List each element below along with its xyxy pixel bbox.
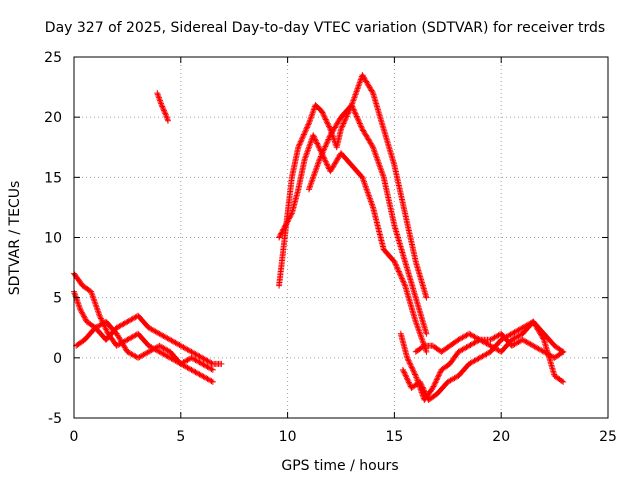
data-point-markers <box>154 90 171 124</box>
data-point-markers <box>276 132 430 355</box>
chart-title: Day 327 of 2025, Sidereal Day-to-day VTE… <box>45 20 605 36</box>
y-tick-label: 25 <box>44 50 62 66</box>
series-trace-g <box>306 72 430 301</box>
x-axis-label: GPS time / hours <box>281 458 398 474</box>
y-tick-label: 5 <box>53 291 62 307</box>
x-tick-label: 10 <box>279 429 297 445</box>
x-tick-label: 25 <box>599 429 617 445</box>
axis-ticks: 0 5 10 15 20 25 -5 0 5 10 15 20 25 <box>44 50 617 445</box>
x-tick-label: 5 <box>176 429 185 445</box>
series-trace-j <box>412 318 567 355</box>
y-tick-label: 0 <box>53 351 62 367</box>
x-tick-label: 20 <box>492 429 510 445</box>
data-point-markers <box>73 318 216 373</box>
grid <box>74 57 608 418</box>
y-tick-label: 15 <box>44 170 62 186</box>
series-trace-f <box>276 132 430 355</box>
series-trace-c <box>73 318 216 373</box>
data-point-markers <box>412 318 567 355</box>
y-tick-label: 10 <box>44 231 62 247</box>
y-tick-label: -5 <box>48 411 62 427</box>
series-trace-d <box>154 90 171 124</box>
data-point-markers <box>306 72 430 301</box>
y-tick-label: 20 <box>44 110 62 126</box>
x-tick-label: 15 <box>385 429 403 445</box>
data-marks <box>71 72 567 403</box>
x-tick-label: 0 <box>70 429 79 445</box>
y-axis-label: SDTVAR / TECUs <box>7 181 23 296</box>
